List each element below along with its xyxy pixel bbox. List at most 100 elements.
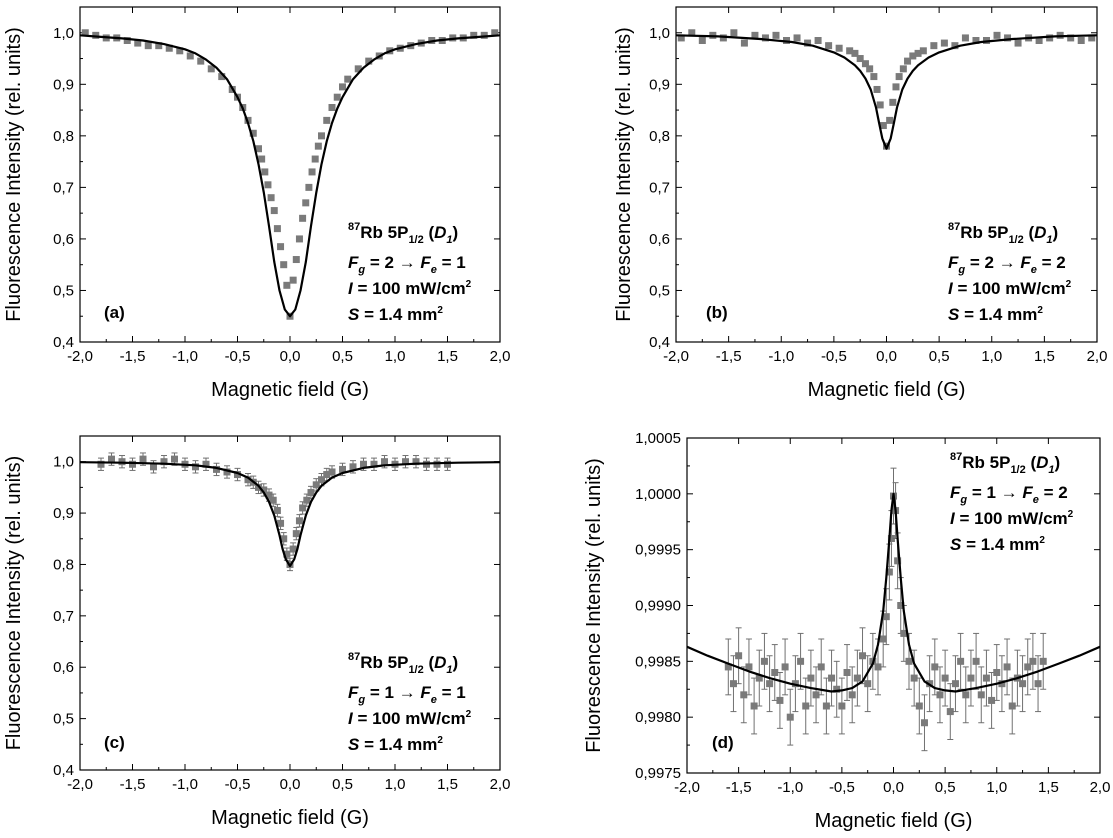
x-axis-title: Magnetic field (G) bbox=[211, 807, 369, 829]
data-point bbox=[988, 696, 996, 704]
x-tick-label: -2,0 bbox=[67, 348, 93, 365]
data-point bbox=[470, 31, 478, 39]
data-point bbox=[993, 669, 1001, 676]
data-point bbox=[129, 460, 136, 468]
data-point bbox=[931, 663, 939, 671]
y-axis-title: Fluorescence Intensity (rel. units) bbox=[3, 27, 25, 322]
data-point bbox=[176, 47, 184, 55]
data-point bbox=[745, 663, 753, 671]
annotation-transition: Fg = 2 → Fe = 1 bbox=[348, 253, 466, 276]
data-point bbox=[882, 613, 890, 621]
fit-curve bbox=[676, 34, 1097, 150]
data-point bbox=[755, 674, 763, 682]
data-point bbox=[365, 57, 373, 65]
data-point bbox=[264, 181, 272, 189]
data-point bbox=[856, 55, 864, 63]
data-point bbox=[900, 629, 908, 637]
x-axis-title: Magnetic field (G) bbox=[211, 379, 369, 401]
data-point bbox=[919, 47, 927, 55]
data-point bbox=[314, 142, 322, 150]
x-tick-label: 1,0 bbox=[385, 348, 406, 365]
data-point bbox=[740, 39, 748, 47]
data-point bbox=[258, 155, 266, 163]
data-point bbox=[283, 550, 291, 558]
x-tick-label: 1,5 bbox=[1038, 779, 1059, 796]
data-point bbox=[864, 680, 872, 688]
annotation: 87Rb 5P1/2 (D1) Fg = 1 → Fe = 2 I = 100 mW… bbox=[950, 451, 1074, 554]
data-point bbox=[244, 476, 252, 484]
data-point bbox=[270, 207, 278, 215]
data-point bbox=[848, 691, 856, 699]
data-point bbox=[688, 29, 696, 37]
data-point bbox=[318, 132, 325, 140]
data-point bbox=[698, 37, 706, 44]
y-tick-label: 1,0 bbox=[53, 454, 74, 471]
data-point bbox=[894, 557, 902, 565]
data-point bbox=[323, 471, 331, 479]
annotation: 87Rb 5P1/2 (D1) Fg = 2 → Fe = 2 I = 100 mW… bbox=[948, 221, 1072, 324]
data-point bbox=[909, 52, 917, 60]
y-tick-label: 0,8 bbox=[649, 128, 670, 145]
fit-curve bbox=[80, 461, 500, 568]
x-tick-label: -0,5 bbox=[225, 776, 251, 793]
data-point bbox=[915, 702, 923, 710]
data-point bbox=[123, 37, 131, 44]
y-tick-label: 0,9980 bbox=[635, 709, 681, 726]
data-point bbox=[1067, 34, 1075, 42]
data-point bbox=[961, 34, 969, 42]
x-tick-label: -1,0 bbox=[777, 779, 803, 796]
data-point bbox=[261, 168, 269, 176]
x-tick-label: -1,5 bbox=[120, 776, 146, 793]
data-point bbox=[234, 471, 241, 479]
data-point bbox=[323, 116, 331, 124]
data-point bbox=[303, 496, 311, 504]
annotation: 87Rb 5P1/2 (D1) Fg = 1 → Fe = 1 I = 100 mW… bbox=[348, 651, 472, 754]
data-point bbox=[804, 39, 812, 47]
plot-area bbox=[80, 29, 500, 320]
plot-area bbox=[676, 29, 1097, 150]
y-tick-label: 0,7 bbox=[53, 179, 74, 196]
x-tick-label: -1,5 bbox=[716, 348, 742, 365]
x-tick-label: -1,0 bbox=[768, 348, 794, 365]
data-point bbox=[977, 691, 985, 699]
data-point bbox=[280, 261, 288, 269]
data-point bbox=[165, 44, 173, 52]
x-tick-label: 0,0 bbox=[280, 348, 301, 365]
data-point bbox=[289, 545, 297, 553]
data-point bbox=[249, 129, 257, 137]
data-point bbox=[92, 31, 100, 39]
data-point bbox=[1029, 657, 1037, 665]
data-point bbox=[267, 194, 275, 202]
data-point bbox=[876, 101, 884, 109]
data-point bbox=[914, 49, 922, 57]
annotation-intensity: I = 100 mW/cm2 bbox=[950, 509, 1074, 528]
x-tick-label: 0,5 bbox=[935, 779, 956, 796]
data-point bbox=[402, 458, 409, 466]
y-tick-label: 1,0000 bbox=[635, 486, 681, 503]
x-tick-label: -1,0 bbox=[172, 348, 198, 365]
x-tick-label: 0,0 bbox=[876, 348, 897, 365]
data-point bbox=[299, 504, 307, 512]
data-point bbox=[292, 530, 300, 538]
data-point bbox=[812, 691, 820, 699]
y-tick-label: 0,6 bbox=[649, 231, 670, 248]
data-point bbox=[328, 468, 336, 476]
data-point bbox=[807, 674, 815, 682]
panel-label: (d) bbox=[712, 733, 734, 752]
data-point bbox=[283, 281, 291, 289]
chart-panel: -2,0 -1,5 -1,0 -0,5 0,0 0,5 1,0 1,5 2,0 0,9975 0,9… bbox=[583, 430, 1110, 832]
data-point bbox=[833, 685, 841, 693]
data-point bbox=[197, 57, 205, 65]
data-point bbox=[269, 496, 277, 504]
data-point bbox=[255, 145, 262, 153]
annotation-transition: Fg = 2 → Fe = 2 bbox=[948, 253, 1066, 276]
x-tick-label: 0,0 bbox=[883, 779, 904, 796]
fit-curve bbox=[687, 492, 1100, 693]
panel-label: (b) bbox=[706, 303, 728, 322]
data-point bbox=[273, 507, 281, 515]
data-point bbox=[150, 463, 157, 471]
data-point bbox=[866, 65, 874, 73]
data-point bbox=[223, 468, 231, 476]
y-tick-label: 0,7 bbox=[649, 179, 670, 196]
annotation-level: 87Rb 5P1/2 (D1) bbox=[348, 651, 458, 676]
